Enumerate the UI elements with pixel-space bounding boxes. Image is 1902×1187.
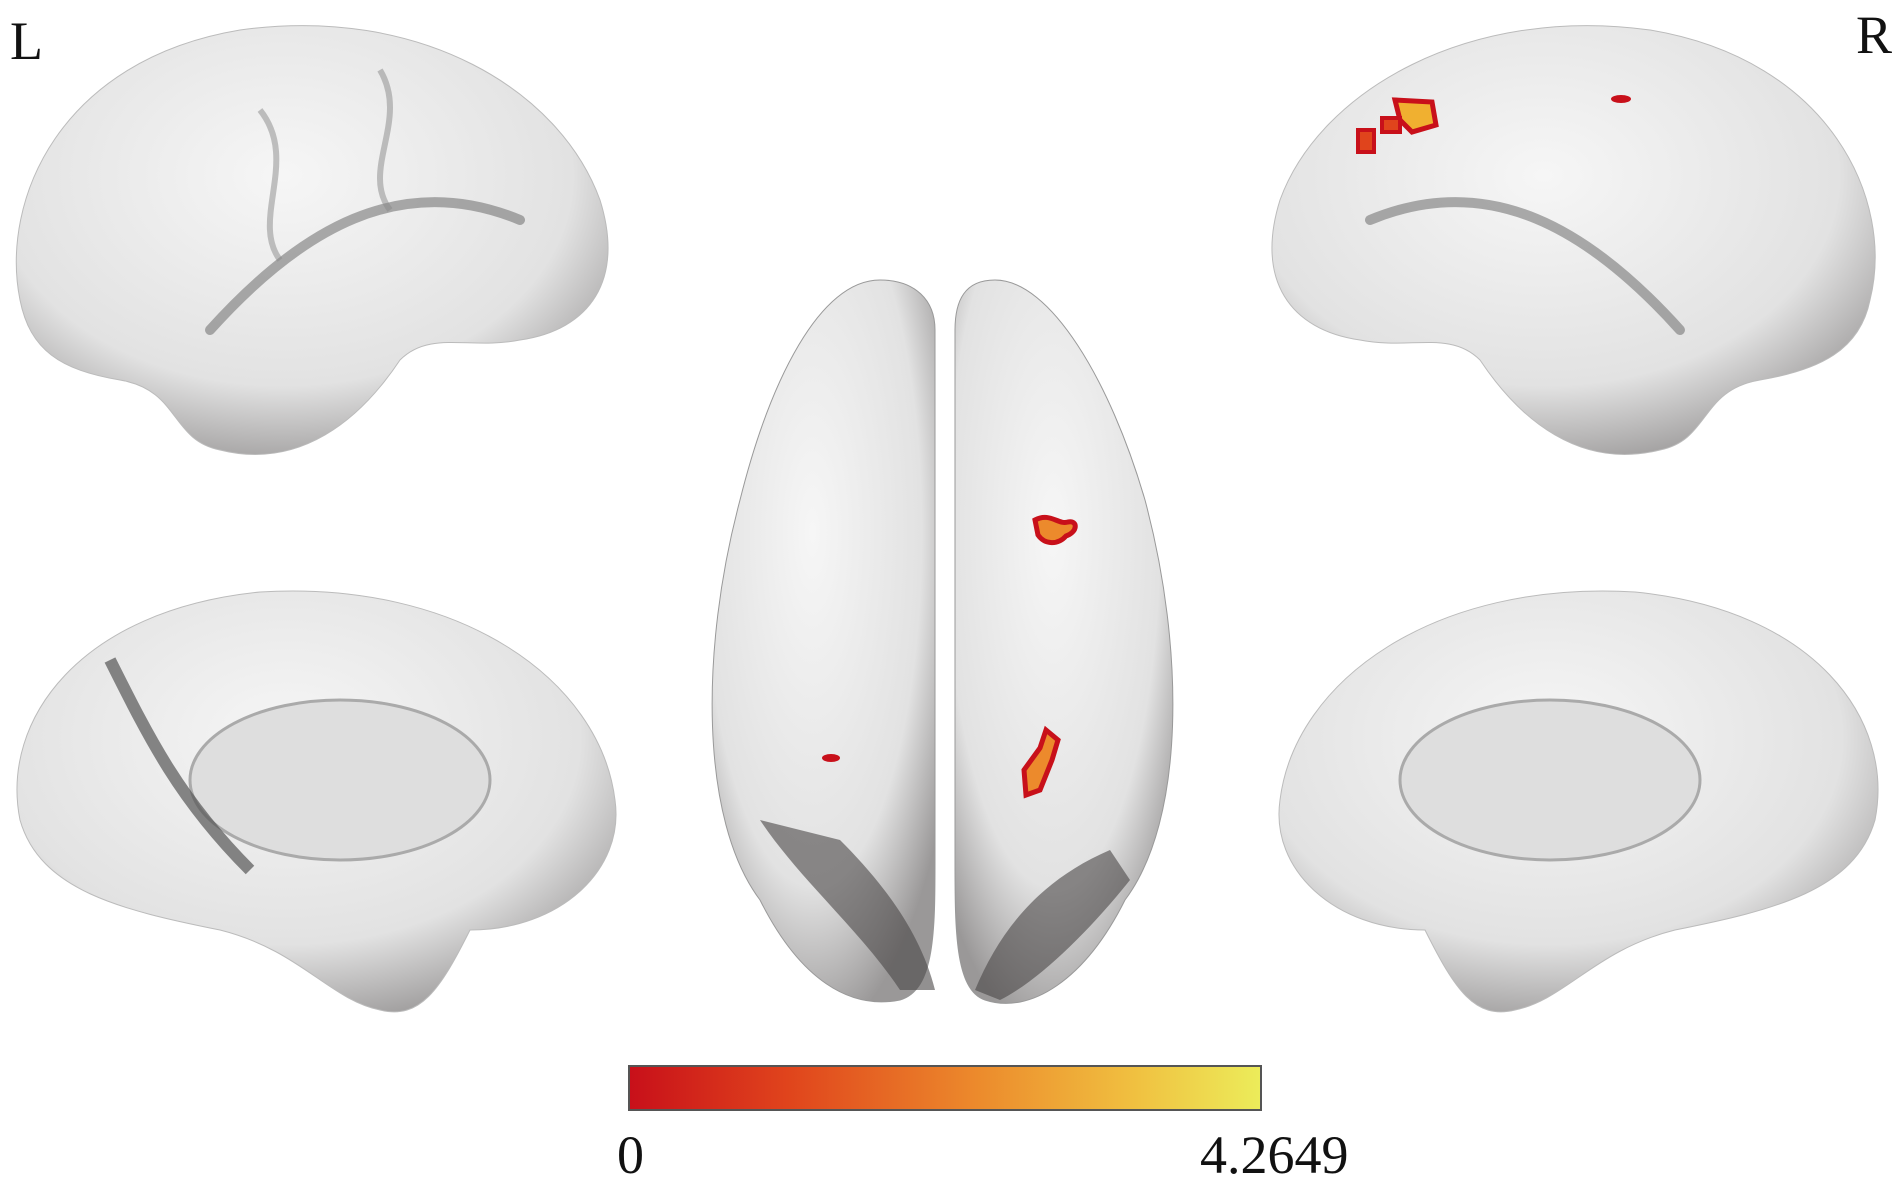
activation-clusters [822, 95, 1631, 799]
activation-cluster [1032, 514, 1078, 546]
left-lateral-brain [15, 25, 609, 455]
colorbar-min-label: 0 [617, 1125, 644, 1185]
right-lateral-brain [1271, 25, 1876, 455]
activation-cluster [1611, 95, 1631, 103]
dorsal-brain [711, 279, 1174, 1004]
activation-cluster [822, 754, 840, 762]
activation-cluster [1380, 116, 1402, 134]
colorbar [628, 1065, 1262, 1111]
activation-cluster [1356, 128, 1376, 154]
colorbar-max-label: 4.2649 [1200, 1125, 1349, 1185]
activation-cluster [1021, 725, 1061, 799]
right-medial-brain [1278, 590, 1879, 1013]
left-medial-brain [16, 590, 617, 1013]
right-hemisphere-label: R [1856, 5, 1893, 65]
left-hemisphere-label: L [10, 11, 43, 71]
